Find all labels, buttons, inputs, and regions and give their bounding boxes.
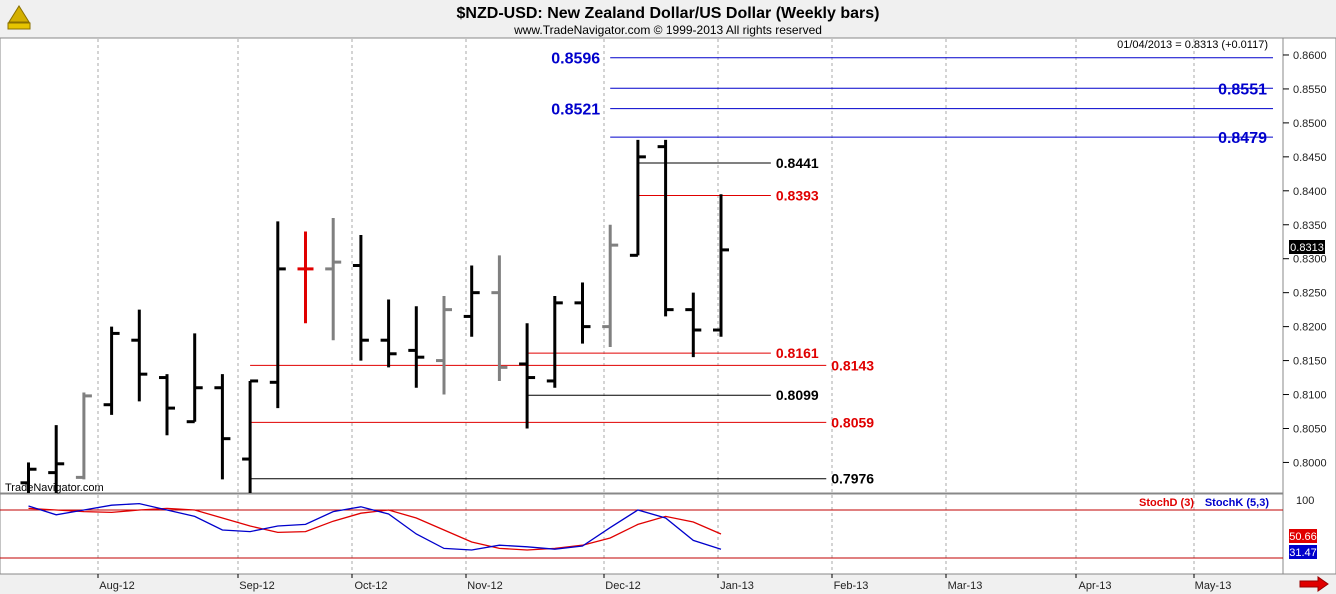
ohlc-bar	[436, 296, 452, 395]
stoch-upper-tick: 100	[1296, 495, 1314, 507]
last-quote-readout: 01/04/2013 = 0.8313 (+0.0117)	[1117, 39, 1268, 51]
last-price-badge-text: 0.8313	[1290, 242, 1324, 254]
price-tick-label: 0.8350	[1293, 220, 1327, 232]
stoch-d-legend: StochD (3)	[1139, 497, 1194, 509]
month-label: Jan-13	[720, 580, 754, 592]
price-tick-label: 0.8300	[1293, 254, 1327, 266]
price-pane	[0, 37, 1284, 494]
ohlc-bar	[75, 392, 92, 480]
ohlc-bar	[602, 224, 619, 347]
ohlc-bar	[380, 299, 397, 368]
level-label: 0.8161	[776, 345, 819, 361]
level-label: 0.8596	[551, 51, 600, 68]
price-tick-label: 0.8500	[1293, 118, 1327, 130]
level-label: 0.8479	[1218, 130, 1267, 147]
level-label: 0.8059	[831, 414, 874, 430]
ohlc-bar	[103, 326, 120, 415]
ohlc-bar	[546, 296, 563, 388]
watermark: TradeNavigator.com	[5, 482, 104, 494]
ohlc-bar	[463, 265, 480, 337]
ohlc-bar	[713, 194, 729, 337]
ohlc-bar	[574, 282, 591, 344]
month-label: Sep-12	[239, 580, 274, 592]
stoch-k-badge-text: 31.47	[1289, 547, 1317, 559]
price-tick-label: 0.8200	[1293, 322, 1327, 334]
ohlc-bar	[186, 333, 203, 424]
stoch-d-line	[28, 507, 722, 551]
ohlc-bar	[214, 374, 231, 480]
ohlc-bar	[20, 462, 37, 493]
ohlc-bar	[685, 292, 702, 358]
level-label: 0.8551	[1218, 81, 1267, 98]
month-label: May-13	[1195, 580, 1232, 592]
last-price-badge: 0.8313	[1289, 240, 1325, 254]
price-tick-label: 0.8450	[1293, 152, 1327, 164]
ohlc-bar	[269, 221, 286, 409]
ohlc-bar	[297, 231, 314, 324]
ohlc-bar	[408, 306, 425, 388]
ohlc-bar	[325, 217, 342, 341]
stochastic-indicator	[0, 502, 1283, 559]
price-axis-panel	[1282, 37, 1336, 575]
stoch-d-badge-text: 50.66	[1289, 531, 1317, 543]
price-tick-label: 0.8250	[1293, 288, 1327, 300]
month-label: Oct-12	[354, 580, 387, 592]
price-tick-label: 0.8550	[1293, 84, 1327, 96]
stochastic-pane	[0, 493, 1284, 575]
level-label: 0.8143	[831, 357, 874, 373]
month-label: Feb-13	[834, 580, 869, 592]
chart-title: $NZD-USD: New Zealand Dollar/US Dollar (…	[457, 5, 880, 22]
stoch-k-badge: 31.47	[1289, 545, 1317, 559]
month-axis: Aug-12 Sep-12 Oct-12 Nov-12 Dec-12 Jan-13 Feb-…	[97, 574, 1232, 592]
stoch-d-badge: 50.66	[1289, 529, 1317, 543]
ohlc-bar	[352, 234, 369, 361]
grid-layer	[97, 39, 1195, 573]
ohlc-bar	[491, 255, 508, 381]
stoch-k-line	[28, 502, 722, 551]
level-label: 0.8521	[551, 102, 600, 119]
ohlc-bar	[131, 309, 148, 402]
month-label: Apr-13	[1078, 580, 1111, 592]
month-label: Mar-13	[948, 580, 983, 592]
ohlc-bar	[657, 139, 674, 317]
price-tick-label: 0.8050	[1293, 423, 1327, 435]
month-label: Aug-12	[99, 580, 134, 592]
scroll-right-arrow-icon[interactable]	[1299, 576, 1329, 592]
price-tick-label: 0.8600	[1293, 50, 1327, 62]
level-label: 0.8441	[776, 155, 819, 171]
ohlc-bar	[159, 374, 175, 436]
chart-subtitle: www.TradeNavigator.com © 1999-2013 All r…	[513, 23, 822, 37]
level-layer: 0.8596 0.8551 0.8521 0.8479 0.8441 0.8393 0.81…	[250, 51, 1273, 487]
ohlc-bar	[519, 323, 536, 429]
price-tick-label: 0.8000	[1293, 457, 1327, 469]
level-label: 0.8099	[776, 387, 819, 403]
stoch-k-legend: StochK (5,3)	[1205, 497, 1270, 509]
trade-navigator-logo-icon[interactable]	[4, 3, 34, 33]
level-label: 0.7976	[831, 471, 874, 487]
ohlc-bar	[242, 379, 259, 493]
month-label: Dec-12	[605, 580, 640, 592]
ohlc-bar	[629, 139, 646, 257]
ohlc-bars	[20, 139, 729, 493]
month-label: Nov-12	[467, 580, 502, 592]
price-tick-label: 0.8100	[1293, 390, 1327, 402]
price-tick-label: 0.8400	[1293, 186, 1327, 198]
level-label: 0.8393	[776, 188, 819, 204]
price-axis: 0.8000 0.8050 0.8100 0.8150 0.8200 0.8250 0.83…	[1283, 50, 1327, 469]
ohlc-bar	[48, 425, 65, 493]
price-tick-label: 0.8150	[1293, 356, 1327, 368]
